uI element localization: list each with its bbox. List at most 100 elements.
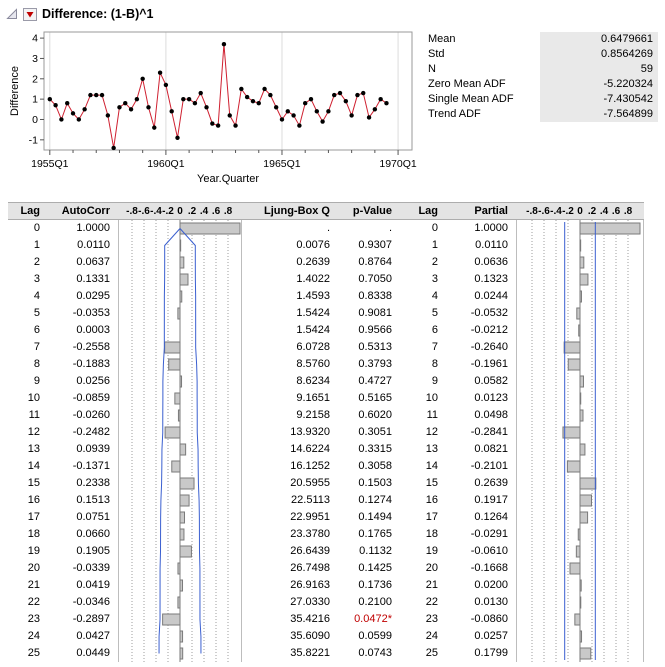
partial-chart-axis-header: -.8-.6-.4-.20.2.4.6.8 [516, 202, 644, 220]
ljung-box-q-cell: 26.7498 [242, 560, 338, 577]
lag-cell: 8 [8, 356, 48, 373]
lag-cell: 0 [8, 220, 48, 237]
partial-cell: 1.0000 [446, 220, 516, 237]
stat-row: N59 [428, 62, 658, 77]
ljung-box-q-cell: 22.9951 [242, 509, 338, 526]
pvalue-cell: 0.0743 [338, 645, 400, 662]
lag-cell: 14 [8, 458, 48, 475]
lag-column: Lag 012345678910111213141516171819202122… [8, 202, 48, 662]
pvalue-cell: 0.9307 [338, 237, 400, 254]
pvalue-column: p-Value .0.93070.87640.70500.83380.90810… [338, 202, 400, 662]
ljung-box-q-cell: 22.5113 [242, 492, 338, 509]
partial-cell: 0.0200 [446, 577, 516, 594]
svg-text:3: 3 [32, 53, 38, 65]
ljung-box-q-cell: 0.2639 [242, 254, 338, 271]
partial-cell: -0.2841 [446, 424, 516, 441]
lag-cell: 15 [400, 475, 446, 492]
lag-cell: 6 [400, 322, 446, 339]
autocorr-cell: 0.0419 [48, 577, 118, 594]
lag-cell: 2 [400, 254, 446, 271]
svg-text:2: 2 [32, 73, 38, 85]
ljung-box-q-cell: 20.5955 [242, 475, 338, 492]
lag-cell: 25 [8, 645, 48, 662]
pvalue-cell: 0.9081 [338, 305, 400, 322]
ljung-box-q-cell: 27.0330 [242, 594, 338, 611]
lag2-column: Lag 012345678910111213141516171819202122… [400, 202, 446, 662]
stat-row: Single Mean ADF-7.430542 [428, 92, 658, 107]
autocorr-cell: 0.0637 [48, 254, 118, 271]
ljung-box-q-cell: 8.6234 [242, 373, 338, 390]
pvalue-cell: 0.3051 [338, 424, 400, 441]
stat-value: -7.430542 [540, 92, 658, 107]
axis-tick-label: -.2 [562, 203, 574, 220]
pvalue-cell: 0.1425 [338, 560, 400, 577]
disclosure-triangle-icon[interactable] [6, 8, 18, 20]
autocorr-cell: 0.0939 [48, 441, 118, 458]
summary-stats-table: Mean0.6479661Std0.8564269N59Zero Mean AD… [428, 32, 658, 122]
ljung-box-q-cell: 35.6090 [242, 628, 338, 645]
lag-cell: 5 [400, 305, 446, 322]
ljung-box-q-cell: 14.6224 [242, 441, 338, 458]
autocorr-bar-chart [118, 220, 242, 662]
pvalue-cell: 0.1736 [338, 577, 400, 594]
stat-row: Zero Mean ADF-5.220324 [428, 77, 658, 92]
red-triangle-menu-icon[interactable] [23, 8, 37, 21]
ljung-box-q-cell: 9.1651 [242, 390, 338, 407]
autocorr-cell: -0.0859 [48, 390, 118, 407]
pvalue-cell: . [338, 220, 400, 237]
lag-header: Lag [8, 202, 48, 220]
lag-cell: 1 [8, 237, 48, 254]
autocorr-chart-column: -.8-.6-.4-.20.2.4.6.8 [118, 202, 242, 662]
pvalue-cell: 0.4727 [338, 373, 400, 390]
stat-value: 59 [540, 62, 658, 77]
partial-cell: 0.1799 [446, 645, 516, 662]
partial-cell: -0.0291 [446, 526, 516, 543]
autocorr-cell: -0.0346 [48, 594, 118, 611]
partial-cell: 0.0582 [446, 373, 516, 390]
ljung-box-q-cell: 23.3780 [242, 526, 338, 543]
lag-cell: 20 [400, 560, 446, 577]
stat-value: 0.8564269 [540, 47, 658, 62]
lag-cell: 12 [8, 424, 48, 441]
partial-cell: -0.0610 [446, 543, 516, 560]
pvalue-cell: 0.5313 [338, 339, 400, 356]
partial-cell: 0.2639 [446, 475, 516, 492]
lag-cell: 2 [8, 254, 48, 271]
autocorr-cell: 0.0256 [48, 373, 118, 390]
partial-cell: -0.1961 [446, 356, 516, 373]
ljung-box-q-cell: 1.4022 [242, 271, 338, 288]
partial-cell: 0.0498 [446, 407, 516, 424]
autocorr-cell: 0.1331 [48, 271, 118, 288]
pvalue-cell: 0.3315 [338, 441, 400, 458]
stat-label: N [428, 62, 540, 77]
lag-cell: 25 [400, 645, 446, 662]
ljung-box-q-cell: 6.0728 [242, 339, 338, 356]
autocorr-cell: 0.1513 [48, 492, 118, 509]
lag-cell: 4 [8, 288, 48, 305]
axis-tick-label: -.8 [126, 203, 138, 220]
partial-cell: -0.0532 [446, 305, 516, 322]
lag-cell: 19 [8, 543, 48, 560]
axis-tick-label: .6 [612, 203, 620, 220]
lag-cell: 11 [8, 407, 48, 424]
lag-cell: 9 [8, 373, 48, 390]
svg-text:4: 4 [32, 33, 38, 45]
pvalue-cell: 0.3793 [338, 356, 400, 373]
autocorr-cell: -0.2558 [48, 339, 118, 356]
svg-text:1960Q1: 1960Q1 [147, 158, 185, 170]
lag-cell: 22 [8, 594, 48, 611]
svg-text:0: 0 [32, 114, 38, 126]
pvalue-cell: 0.0472* [338, 611, 400, 628]
lag-cell: 11 [400, 407, 446, 424]
ljung-box-q-cell: 8.5760 [242, 356, 338, 373]
ljung-box-q-cell: 1.5424 [242, 322, 338, 339]
pvalue-cell: 0.3058 [338, 458, 400, 475]
partial-cell: 0.0123 [446, 390, 516, 407]
pvalue-cell: 0.8764 [338, 254, 400, 271]
lag-cell: 14 [400, 458, 446, 475]
svg-text:-1: -1 [29, 134, 38, 146]
stat-label: Mean [428, 32, 540, 47]
lag-cell: 21 [400, 577, 446, 594]
lag-cell: 20 [8, 560, 48, 577]
lag-cell: 7 [8, 339, 48, 356]
